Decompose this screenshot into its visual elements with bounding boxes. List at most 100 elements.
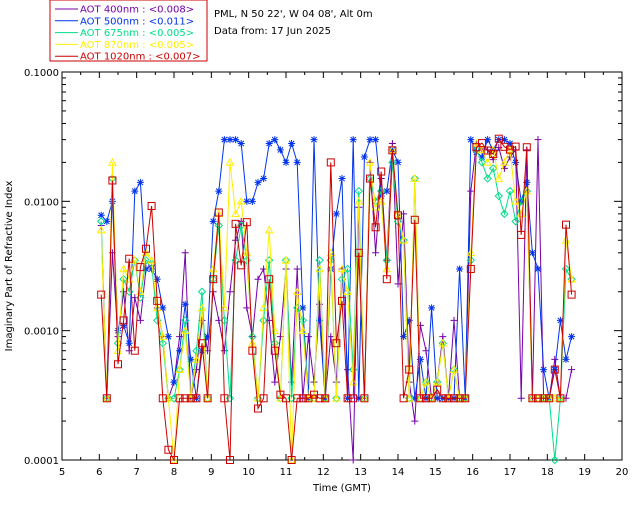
data-point: [556, 393, 565, 402]
data-point: [293, 265, 301, 273]
data-point: [354, 186, 364, 196]
data-point: [175, 365, 184, 373]
data-point: [382, 275, 391, 284]
data-point: [158, 332, 168, 340]
data-point: [97, 211, 105, 219]
data-point: [455, 394, 464, 403]
data-point: [517, 230, 526, 239]
legend: AOT 400nm : <0.008>AOT 500nm : <0.011>AO…: [49, 0, 208, 63]
data-point: [281, 255, 291, 264]
data-point: [561, 264, 571, 274]
data-point: [433, 394, 441, 402]
data-point: [427, 394, 436, 403]
data-point: [96, 225, 106, 234]
data-point: [209, 275, 218, 284]
data-point: [248, 197, 256, 205]
data-point: [147, 255, 156, 264]
data-point: [400, 333, 408, 341]
data-point: [181, 249, 189, 257]
data-point: [298, 326, 308, 334]
data-point: [416, 394, 425, 403]
data-point: [500, 157, 509, 166]
data-point: [259, 316, 268, 325]
data-point: [545, 394, 554, 403]
data-point: [315, 256, 324, 265]
data-point: [164, 333, 172, 341]
data-point: [198, 347, 206, 355]
data-point: [332, 210, 340, 218]
data-point: [500, 142, 509, 151]
x-tick-label: 5: [59, 467, 65, 478]
data-point: [97, 290, 106, 299]
x-tick-label: 15: [429, 467, 442, 478]
data-point: [282, 158, 290, 166]
data-point: [192, 346, 201, 355]
x-tick-label: 8: [171, 467, 177, 478]
data-point: [203, 393, 212, 402]
data-point: [466, 248, 476, 257]
data-point: [388, 158, 397, 167]
data-point: [254, 178, 262, 186]
data-point: [180, 326, 190, 334]
data-point: [192, 394, 201, 403]
data-point: [96, 217, 106, 226]
data-point: [422, 347, 430, 355]
data-point: [550, 455, 560, 465]
data-point: [232, 136, 240, 144]
data-point: [215, 187, 223, 195]
data-point: [450, 316, 458, 324]
x-tick-label: 6: [96, 467, 102, 478]
data-point: [355, 394, 363, 402]
data-point: [265, 140, 273, 148]
data-point: [264, 225, 274, 234]
data-point: [142, 265, 150, 273]
data-point: [540, 366, 548, 374]
data-point: [372, 249, 380, 257]
data-point: [180, 316, 190, 325]
x-tick-label: 18: [541, 467, 554, 478]
data-point: [259, 394, 268, 403]
data-point: [411, 417, 419, 425]
data-point: [349, 394, 358, 403]
data-point: [483, 174, 492, 183]
data-point: [478, 139, 486, 148]
data-point: [394, 211, 402, 220]
data-point: [483, 157, 492, 166]
data-point: [197, 303, 207, 312]
data-point: [299, 304, 307, 312]
data-point: [467, 136, 475, 144]
data-point: [310, 136, 318, 144]
data-point: [399, 235, 408, 244]
data-point: [506, 153, 514, 161]
data-point: [534, 265, 542, 273]
data-point: [528, 249, 536, 257]
data-point: [292, 287, 302, 296]
data-point: [466, 264, 475, 273]
data-point: [410, 215, 419, 224]
data-point: [259, 303, 268, 312]
data-point: [243, 304, 251, 312]
data-point: [343, 287, 352, 296]
data-point: [388, 146, 397, 155]
data-point: [242, 256, 252, 265]
data-point: [276, 146, 284, 154]
x-tick-label: 14: [392, 467, 405, 478]
data-point: [556, 316, 564, 324]
data-point: [164, 445, 173, 454]
data-point: [153, 275, 161, 283]
data-point: [293, 158, 301, 166]
data-point: [158, 338, 168, 348]
x-tick-label: 12: [317, 467, 330, 478]
data-point: [567, 290, 576, 299]
data-point: [326, 158, 335, 167]
data-point: [108, 197, 116, 205]
data-point: [236, 196, 246, 205]
data-point: [360, 153, 368, 161]
data-point: [539, 394, 548, 403]
data-point: [343, 264, 352, 274]
data-point: [187, 355, 195, 363]
data-point: [337, 264, 347, 273]
data-point: [197, 287, 207, 296]
data-point: [254, 275, 262, 283]
data-point: [332, 394, 341, 403]
